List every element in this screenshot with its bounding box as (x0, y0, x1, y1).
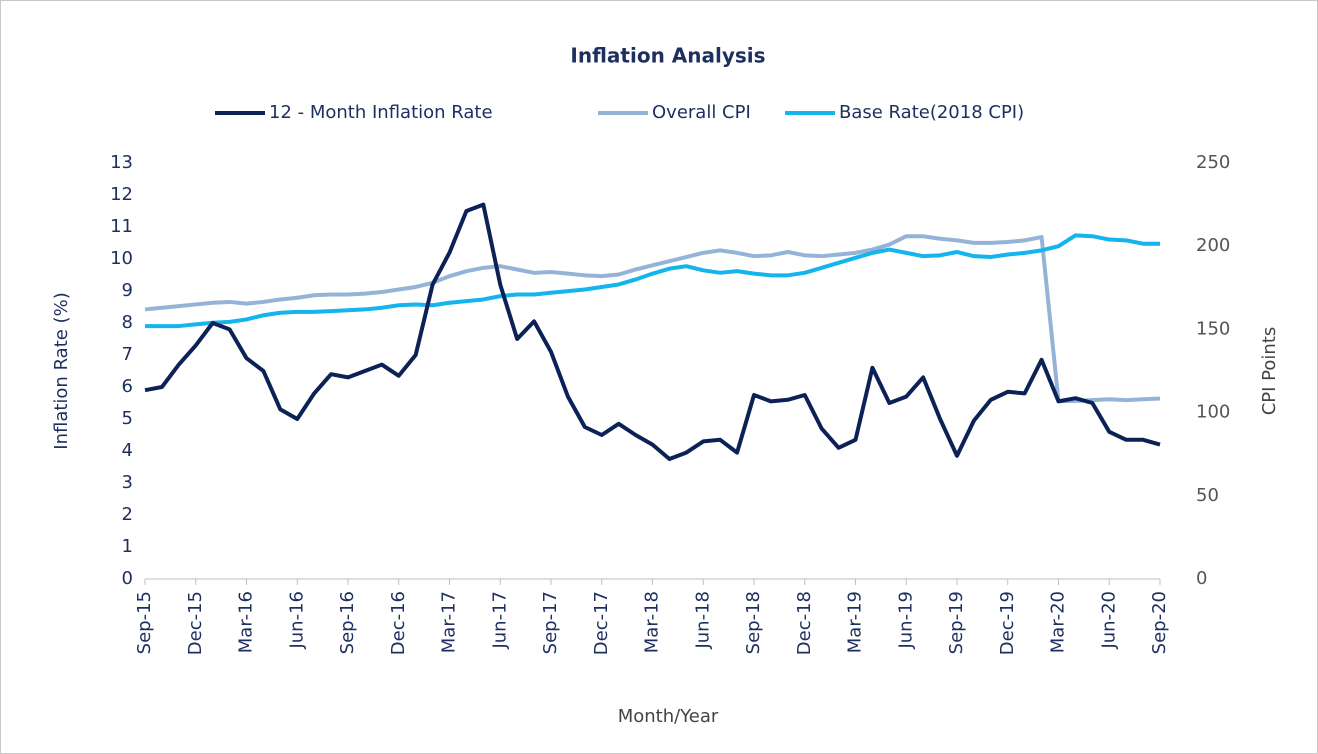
legend-label: 12 - Month Inflation Rate (269, 102, 493, 123)
x-axis-label: Month/Year (618, 706, 719, 727)
y-tick-label: 8 (122, 312, 133, 333)
y2-tick-label: 0 (1196, 568, 1207, 589)
y-tick-label: 1 (122, 536, 133, 557)
x-tick-label: Jun-19 (895, 591, 916, 650)
x-tick-label: Sep-16 (337, 591, 358, 654)
x-tick-label: Sep-19 (946, 591, 967, 654)
x-tick-label: Dec-16 (388, 591, 409, 655)
y-tick-label: 4 (122, 440, 133, 461)
y2-tick-label: 50 (1196, 485, 1219, 506)
x-tick-label: Sep-15 (134, 591, 155, 654)
series-line (144, 202, 1161, 461)
y-tick-label: 12 (110, 184, 133, 205)
x-tick-label: Dec-18 (794, 591, 815, 655)
y-tick-label: 0 (122, 568, 133, 589)
x-tick-label: Jun-18 (692, 591, 713, 650)
y2-tick-label: 250 (1196, 152, 1230, 173)
y2-tick-label: 200 (1196, 235, 1230, 256)
y-tick-label: 2 (122, 504, 133, 525)
x-tick-label: Sep-17 (540, 591, 561, 654)
y-tick-label: 6 (122, 376, 133, 397)
y2-tick-label: 150 (1196, 318, 1230, 339)
x-tick-label: Sep-20 (1149, 591, 1170, 654)
x-tick-label: Mar-18 (642, 591, 663, 653)
y2-axis-label: CPI Points (1259, 327, 1280, 416)
legend-label: Overall CPI (652, 102, 751, 123)
chart-title: Inflation Analysis (570, 44, 765, 68)
y-tick-label: 13 (110, 152, 133, 173)
x-tick-label: Dec-19 (997, 591, 1018, 655)
y-tick-label: 7 (122, 344, 133, 365)
y-tick-label: 5 (122, 408, 133, 429)
x-tick-label: Jun-17 (489, 591, 510, 650)
x-tick-label: Mar-20 (1048, 591, 1069, 653)
y-tick-label: 10 (110, 248, 133, 269)
y-axis-label: Inflation Rate (%) (51, 292, 72, 449)
x-tick-label: Dec-15 (185, 591, 206, 655)
y-tick-label: 11 (110, 216, 133, 237)
x-tick-label: Mar-16 (236, 591, 257, 653)
y-tick-label: 9 (122, 280, 133, 301)
x-tick-label: Mar-19 (845, 591, 866, 653)
series-line (145, 233, 1160, 329)
x-tick-label: Jun-16 (286, 591, 307, 650)
x-tick-label: Dec-17 (591, 591, 612, 655)
y2-tick-label: 100 (1196, 402, 1230, 423)
series-line (144, 234, 1161, 403)
legend-label: Base Rate(2018 CPI) (839, 102, 1024, 123)
y-tick-label: 3 (122, 472, 133, 493)
x-tick-label: Mar-17 (439, 591, 460, 653)
x-tick-label: Jun-20 (1098, 591, 1119, 650)
x-tick-label: Sep-18 (743, 591, 764, 654)
